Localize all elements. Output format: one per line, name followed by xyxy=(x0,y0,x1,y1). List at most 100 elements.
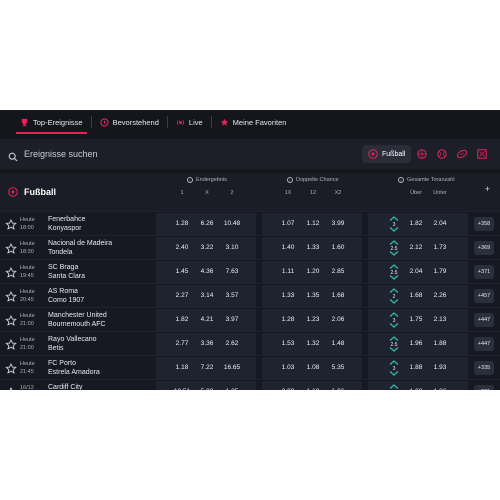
odds-button-o1[interactable]: 1.28 xyxy=(175,220,189,227)
odds-button-over[interactable]: 1.96 xyxy=(409,340,423,347)
goal-line-selector[interactable]: 3 xyxy=(385,359,403,377)
odds-button-over[interactable]: 1.75 xyxy=(409,316,423,323)
odds-button-o1[interactable]: 2.77 xyxy=(175,340,189,347)
more-markets-button[interactable]: +447 xyxy=(474,337,494,351)
odds-button-ox[interactable]: 7.22 xyxy=(200,364,214,371)
goal-line-selector[interactable]: 2.5 xyxy=(385,263,403,281)
odds-button-dcx2[interactable]: 3.99 xyxy=(331,220,345,227)
odds-button-over[interactable]: 1.68 xyxy=(409,292,423,299)
odds-button-o1[interactable]: 2.40 xyxy=(175,244,189,251)
match-teams[interactable]: Rayo Vallecano Betis xyxy=(48,335,97,353)
odds-button-o1[interactable]: 10.51 xyxy=(170,381,194,390)
more-markets-button[interactable]: +447 xyxy=(474,313,494,327)
more-markets-button[interactable]: +369 xyxy=(474,241,494,255)
goal-line-selector[interactable]: 2.5 xyxy=(385,335,403,353)
odds-button-over[interactable]: 2.04 xyxy=(409,268,423,275)
odds-button-dc1x[interactable]: 1.40 xyxy=(281,244,295,251)
more-markets-button[interactable]: +457 xyxy=(474,289,494,303)
goal-line-selector[interactable]: 3 xyxy=(385,383,403,390)
odds-button-o2[interactable]: 7.63 xyxy=(225,268,239,275)
goal-line-selector[interactable]: 3 xyxy=(385,215,403,233)
odds-button-dcx2[interactable]: 2.06 xyxy=(331,316,345,323)
odds-button-ox[interactable]: 4.21 xyxy=(200,316,214,323)
odds-button-dcx2[interactable]: 2.85 xyxy=(331,268,345,275)
odds-button-ox[interactable]: 6.26 xyxy=(200,220,214,227)
odds-button-dc12[interactable]: 1.20 xyxy=(306,268,320,275)
more-markets-button[interactable]: +358 xyxy=(474,217,494,231)
match-teams[interactable]: Fenerbahce Konyaspor xyxy=(48,215,85,233)
goal-line-selector[interactable]: 3 xyxy=(385,311,403,329)
odds-button-dc12[interactable]: 1.33 xyxy=(306,244,320,251)
odds-button-dc1x[interactable]: 1.33 xyxy=(281,292,295,299)
goal-line-selector[interactable]: 2 xyxy=(385,287,403,305)
odds-button-dcx2[interactable]: 1.48 xyxy=(331,340,345,347)
goal-line-selector[interactable]: 2.5 xyxy=(385,239,403,257)
more-markets-button[interactable]: +335 xyxy=(474,361,494,375)
odds-button-dc12[interactable]: 1.10 xyxy=(301,381,325,390)
odds-button-ox[interactable]: 5.82 xyxy=(195,381,219,390)
odds-button-dc12[interactable]: 1.23 xyxy=(306,316,320,323)
expand-markets-button[interactable]: + xyxy=(484,184,490,194)
nav-top-events[interactable]: Top-Ereignisse xyxy=(12,110,91,134)
odds-button-dc12[interactable]: 1.12 xyxy=(306,220,320,227)
odds-button-dc1x[interactable]: 1.53 xyxy=(281,340,295,347)
odds-button-under[interactable]: 1.88 xyxy=(433,340,447,347)
american-football-icon[interactable] xyxy=(453,145,472,163)
odds-button-dc1x[interactable]: 1.03 xyxy=(281,364,295,371)
odds-button-over[interactable]: 1.88 xyxy=(409,364,423,371)
odds-button-dc12[interactable]: 1.08 xyxy=(306,364,320,371)
odds-button-dcx2[interactable]: 5.35 xyxy=(331,364,345,371)
odds-button-ox[interactable]: 4.36 xyxy=(200,268,214,275)
odds-button-under[interactable]: 1.73 xyxy=(433,244,447,251)
odds-button-under[interactable]: 2.13 xyxy=(433,316,447,323)
match-teams[interactable]: SC Braga Santa Clara xyxy=(48,263,85,281)
odds-button-under[interactable]: 1.93 xyxy=(433,364,447,371)
favorite-star-icon[interactable] xyxy=(5,242,17,254)
odds-button-dcx2[interactable]: 1.68 xyxy=(331,292,345,299)
favorite-star-icon[interactable] xyxy=(5,290,17,302)
favorite-star-icon[interactable] xyxy=(5,218,17,230)
odds-button-dcx2[interactable]: 1.06 xyxy=(326,381,350,390)
odds-button-o2[interactable]: 3.10 xyxy=(225,244,239,251)
odds-button-o2[interactable]: 3.97 xyxy=(225,316,239,323)
search-input[interactable] xyxy=(24,149,354,159)
odds-button-ox[interactable]: 3.22 xyxy=(200,244,214,251)
favorite-star-icon[interactable] xyxy=(5,266,17,278)
more-markets-button[interactable]: +371 xyxy=(474,265,494,279)
odds-button-o2[interactable]: 10.48 xyxy=(223,220,241,227)
odds-button-dc1x[interactable]: 1.07 xyxy=(281,220,295,227)
match-teams[interactable]: FC Porto Estrela Amadora xyxy=(48,359,100,377)
favorite-star-icon[interactable] xyxy=(5,314,17,326)
sport-chip-football[interactable]: Fußball xyxy=(362,145,412,163)
odds-button-ox[interactable]: 3.14 xyxy=(200,292,214,299)
odds-button-under[interactable]: 2.04 xyxy=(433,220,447,227)
odds-button-dc1x[interactable]: 3.99 xyxy=(276,381,300,390)
odds-button-dc1x[interactable]: 1.11 xyxy=(281,268,295,275)
match-teams[interactable]: Cardiff CityChelsea FC xyxy=(48,383,85,390)
odds-button-dc12[interactable]: 1.32 xyxy=(306,340,320,347)
odds-button-over[interactable]: 1.88 xyxy=(404,381,428,390)
odds-button-o1[interactable]: 2.27 xyxy=(175,292,189,299)
odds-button-dcx2[interactable]: 1.60 xyxy=(331,244,345,251)
odds-button-dc1x[interactable]: 1.28 xyxy=(281,316,295,323)
odds-button-o2[interactable]: 2.62 xyxy=(225,340,239,347)
tennis-icon[interactable] xyxy=(433,145,452,163)
odds-button-over[interactable]: 1.82 xyxy=(409,220,423,227)
odds-button-o1[interactable]: 1.45 xyxy=(175,268,189,275)
basketball-icon[interactable] xyxy=(412,145,431,163)
odds-button-o2[interactable]: 3.57 xyxy=(225,292,239,299)
nav-live[interactable]: Live xyxy=(168,110,211,134)
hockey-icon[interactable] xyxy=(473,145,492,163)
odds-button-dc12[interactable]: 1.35 xyxy=(306,292,320,299)
odds-button-under[interactable]: 2.26 xyxy=(433,292,447,299)
more-markets-button[interactable]: +231 xyxy=(474,385,494,390)
favorite-star-icon[interactable] xyxy=(5,386,17,390)
nav-upcoming[interactable]: Bevorstehend xyxy=(92,110,167,134)
odds-button-o2[interactable]: 1.25 xyxy=(220,381,244,390)
odds-button-ox[interactable]: 3.36 xyxy=(200,340,214,347)
odds-button-under[interactable]: 1.79 xyxy=(433,268,447,275)
match-teams[interactable]: Manchester United Bournemouth AFC xyxy=(48,311,107,329)
odds-button-over[interactable]: 2.12 xyxy=(409,244,423,251)
odds-button-under[interactable]: 1.86 xyxy=(428,381,452,390)
match-teams[interactable]: AS Roma Como 1907 xyxy=(48,287,84,305)
